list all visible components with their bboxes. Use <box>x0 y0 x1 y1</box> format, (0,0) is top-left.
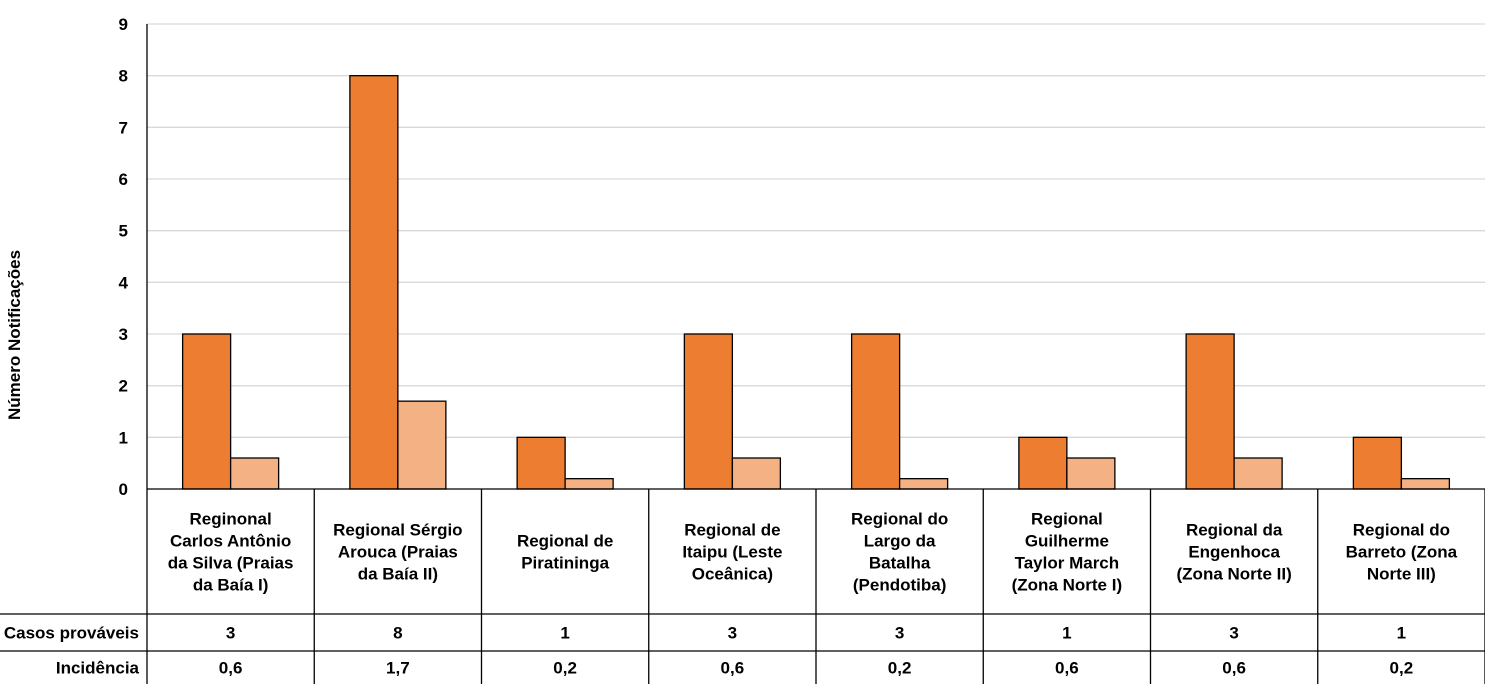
y-tick-label: 2 <box>119 377 128 396</box>
bar-casos <box>850 333 901 490</box>
y-tick-label: 4 <box>119 273 129 292</box>
category-label-line: Reginonal <box>190 510 272 529</box>
bar-incidencia <box>397 400 447 490</box>
category-label-line: Regional do <box>851 510 948 529</box>
y-tick-label: 8 <box>119 67 128 86</box>
y-tick-labels: 0 1 2 3 4 5 6 7 8 9 <box>119 15 129 499</box>
bar-incidencia <box>1233 457 1283 490</box>
bar-incidencia <box>564 478 614 490</box>
bar-casos <box>1018 436 1068 490</box>
table-cell-casos: 1 <box>1062 624 1071 643</box>
y-tick-label: 9 <box>119 15 128 34</box>
category-label-line: Oceânica) <box>692 565 773 584</box>
bar-casos <box>181 333 232 490</box>
table-cell-incidencia: 1,7 <box>386 659 410 678</box>
category-label: Regional Guilherme Taylor March (Zona Norte… <box>1012 510 1123 595</box>
bar-casos <box>516 436 566 490</box>
category-label-line: Regional de <box>684 521 780 540</box>
category-label-line: Largo da <box>864 532 936 551</box>
table-cell-casos: 3 <box>895 624 904 643</box>
category-label-line: Barreto (Zona <box>1346 543 1458 562</box>
bar-incidencia <box>229 457 280 490</box>
category-label-line: (Zona Norte II) <box>1177 565 1292 584</box>
category-label-line: Carlos Antônio <box>170 532 291 551</box>
category-label-line: Regional Sérgio <box>333 521 462 540</box>
bar-casos <box>349 75 399 490</box>
bar-incidencia <box>731 457 782 490</box>
category-label: Regional da Engenhoca (Zona Norte II) <box>1177 521 1292 584</box>
category-label-line: da Silva (Praias <box>168 554 294 573</box>
table-cell-casos: 1 <box>560 624 569 643</box>
table-cell-incidencia: 0,6 <box>721 659 745 678</box>
table-cell-incidencia: 0,6 <box>219 659 243 678</box>
category-label-line: Engenhoca <box>1188 543 1280 562</box>
category-label: Regional de Piratininga <box>517 532 613 573</box>
category-label-line: Itaipu (Leste <box>682 543 782 562</box>
table-cell-casos: 1 <box>1397 624 1406 643</box>
table-cell-casos: 3 <box>226 624 235 643</box>
category-label-line: (Zona Norte I) <box>1012 576 1123 595</box>
table-row-label: Incidência <box>56 659 140 678</box>
category-label: Regional Sérgio Arouca (Praias da Baía II) <box>333 521 462 584</box>
bar-casos <box>1185 333 1235 490</box>
category-label-line: Regional do <box>1353 521 1450 540</box>
category-label-line: da Baía II) <box>358 565 438 584</box>
category-label: Reginonal Carlos Antônio da Silva (Praias d… <box>168 510 294 595</box>
gridlines <box>147 23 1485 438</box>
category-label-line: Norte III) <box>1367 565 1436 584</box>
category-label-line: Taylor March <box>1015 554 1120 573</box>
y-tick-label: 5 <box>119 222 128 241</box>
y-tick-label: 3 <box>119 325 128 344</box>
y-tick-label: 7 <box>119 118 128 137</box>
category-label-line: Guilherme <box>1025 532 1109 551</box>
data-table: Reginonal Carlos Antônio da Silva (Praias d… <box>0 489 1485 684</box>
category-label-line: Piratininga <box>521 554 609 573</box>
bars <box>181 75 1451 490</box>
y-axis-label: Número Notificações <box>5 250 24 420</box>
bar-casos <box>1352 436 1403 490</box>
category-label: Regional do Barreto (Zona Norte III) <box>1346 521 1458 584</box>
table-cell-casos: 3 <box>728 624 737 643</box>
table-row-label: Casos prováveis <box>4 624 139 643</box>
category-label: Regional de Itaipu (Leste Oceânica) <box>682 521 782 584</box>
table-cell-casos: 8 <box>393 624 402 643</box>
y-tick-label: 0 <box>119 480 128 499</box>
bar-incidencia <box>898 478 949 490</box>
category-label-line: Batalha <box>869 554 931 573</box>
bar-incidencia <box>1400 478 1451 490</box>
table-cell-incidencia: 0,6 <box>1055 659 1079 678</box>
table-cell-incidencia: 0,6 <box>1222 659 1246 678</box>
table-cell-incidencia: 0,2 <box>1390 659 1414 678</box>
category-label-line: Regional da <box>1186 521 1283 540</box>
bar-casos <box>683 333 734 490</box>
y-tick-label: 1 <box>119 428 128 447</box>
table-cell-incidencia: 0,2 <box>553 659 577 678</box>
category-label-line: (Pendotiba) <box>853 576 947 595</box>
table-cell-incidencia: 0,2 <box>888 659 912 678</box>
category-label: Regional do Largo da Batalha (Pendotiba) <box>851 510 948 595</box>
category-label-line: da Baía I) <box>193 576 269 595</box>
category-label-line: Arouca (Praias <box>338 543 458 562</box>
category-label-line: Regional <box>1031 510 1103 529</box>
bar-incidencia <box>1066 457 1116 490</box>
category-label-line: Regional de <box>517 532 613 551</box>
table-cell-casos: 3 <box>1229 624 1238 643</box>
y-tick-label: 6 <box>119 170 128 189</box>
